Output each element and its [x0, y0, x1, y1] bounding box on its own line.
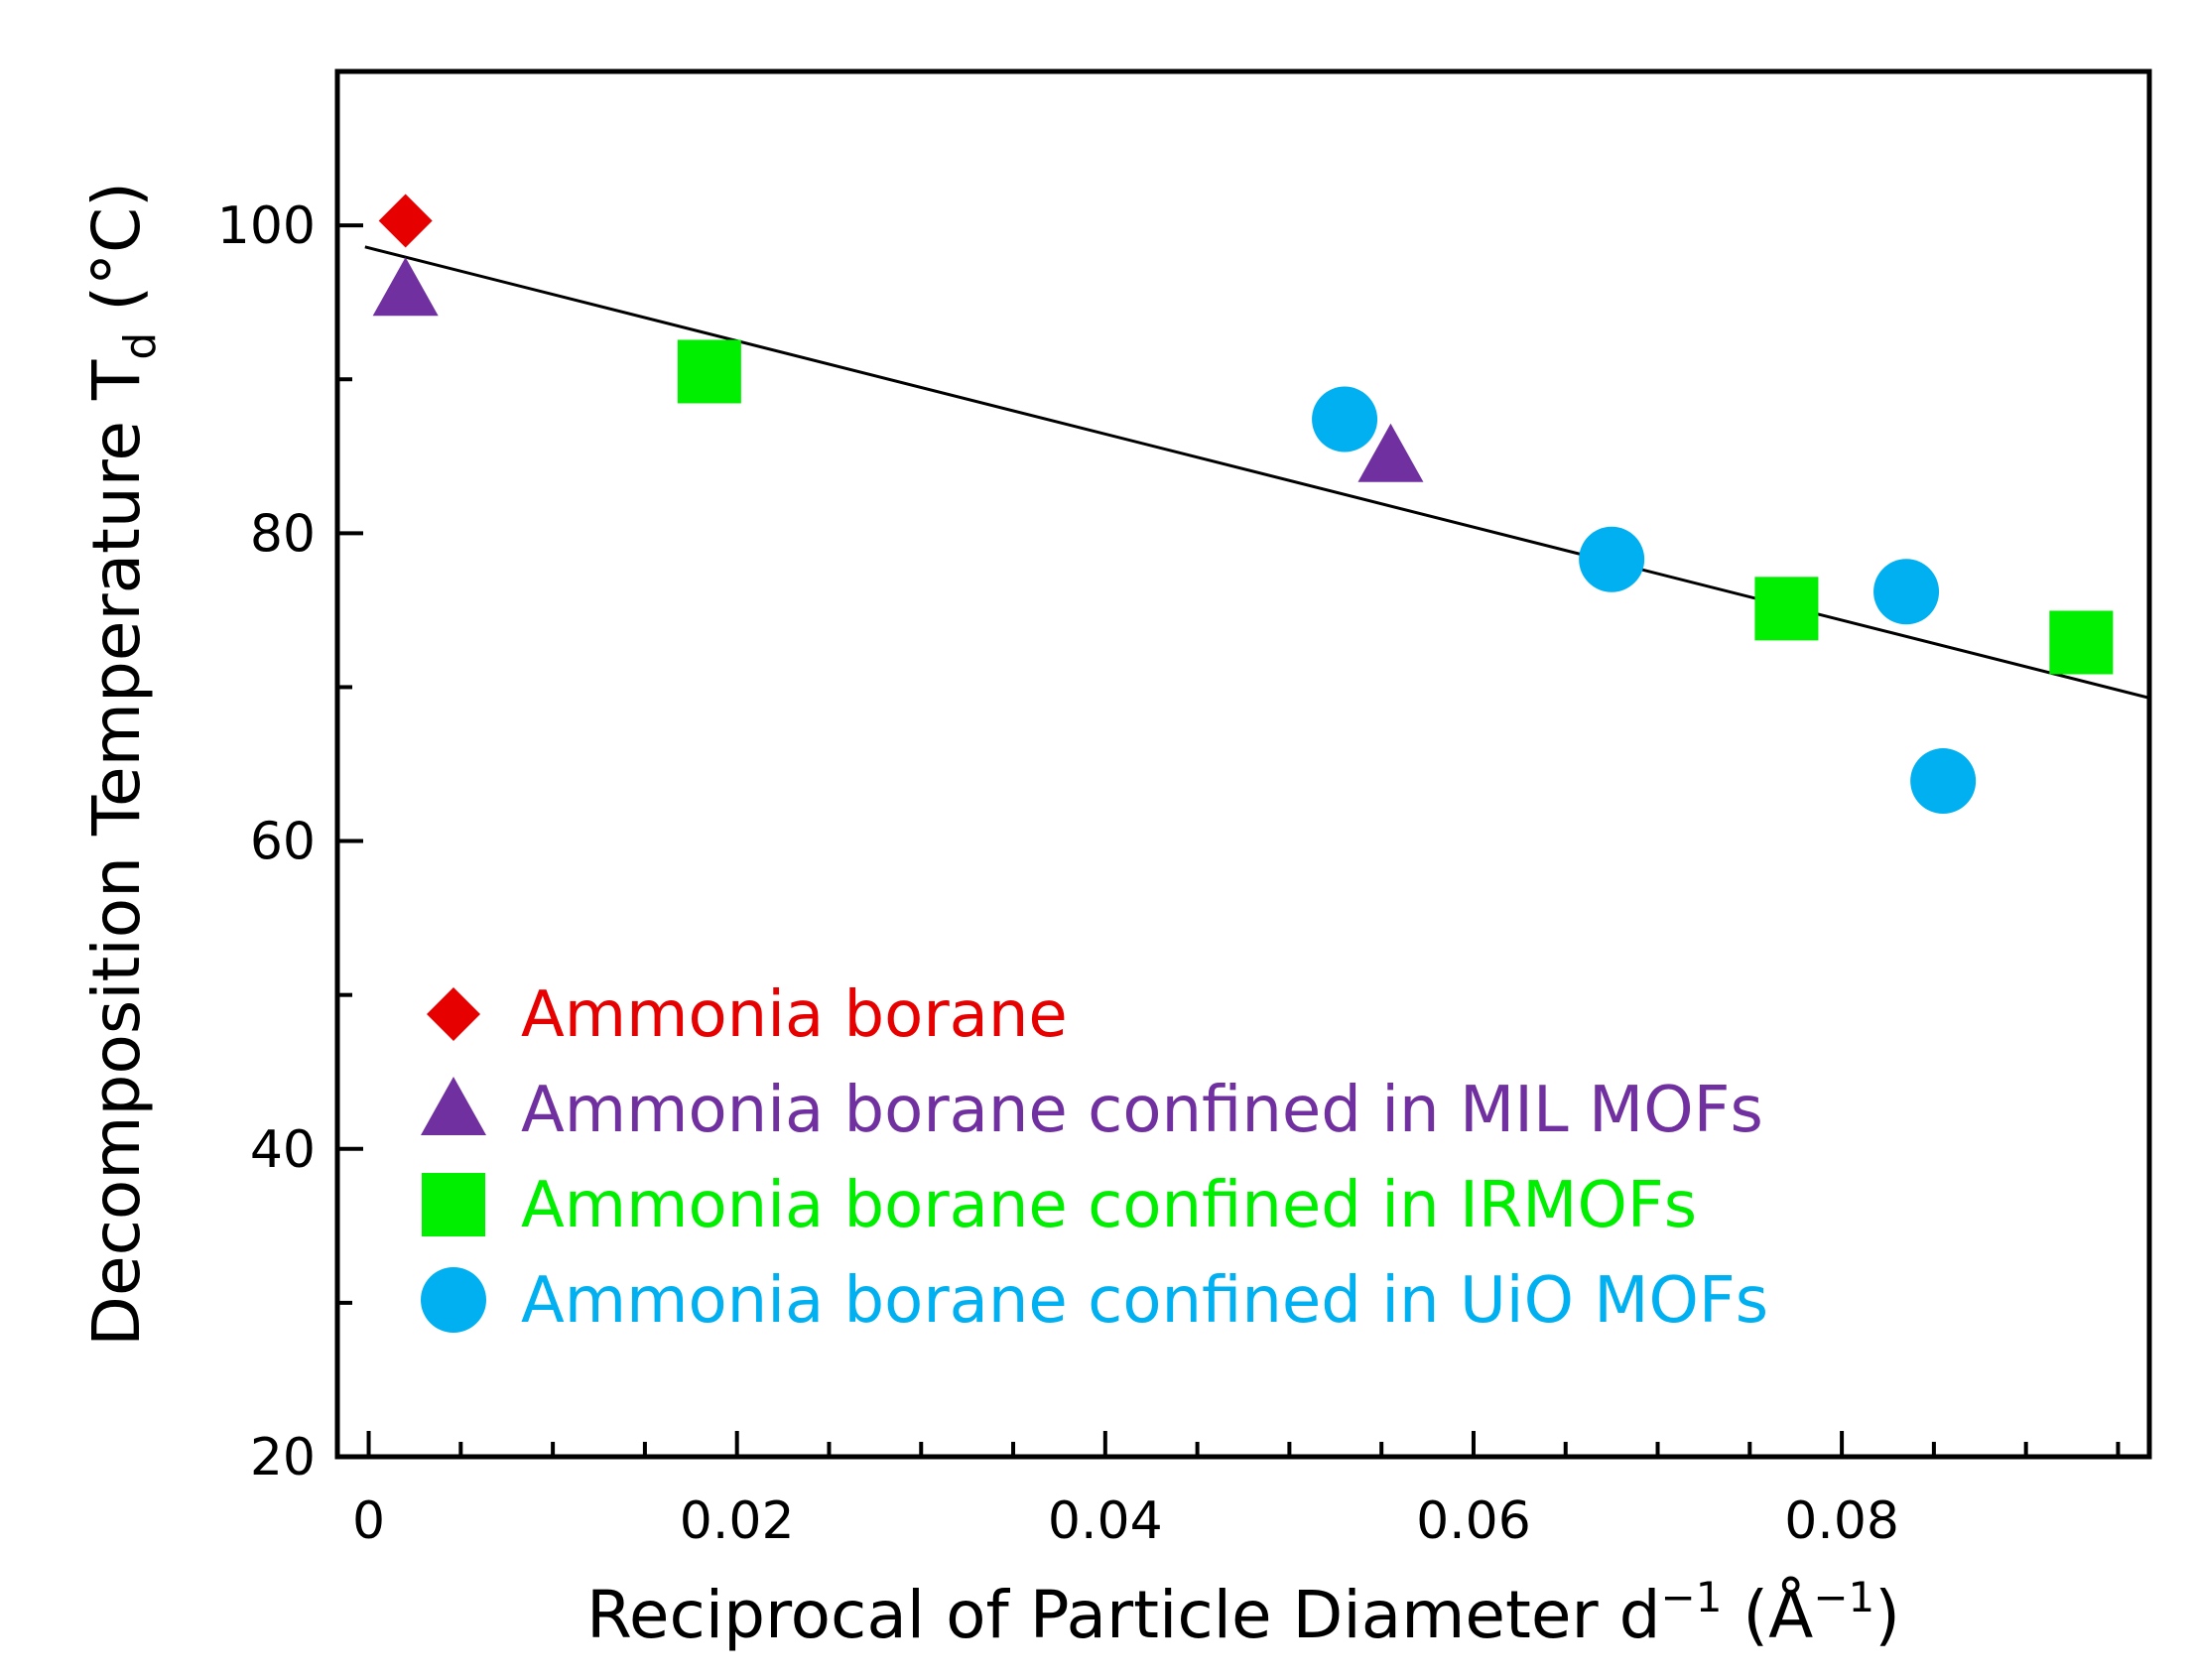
x-tick-label: 0 — [352, 1491, 385, 1551]
y-tick-label: 100 — [217, 196, 316, 256]
circle-data-point — [1910, 748, 1977, 815]
x-axis-title: Reciprocal of Particle Diameter d−1 (Å−1… — [586, 1573, 1900, 1653]
circle-data-point — [1312, 386, 1378, 452]
legend-diamond-marker — [427, 987, 480, 1041]
x-tick-label: 0.08 — [1784, 1491, 1899, 1551]
legend-label: Ammonia borane confined in UiO MOFs — [521, 1264, 1768, 1338]
y-tick-label: 60 — [250, 813, 316, 872]
plot-frame — [334, 68, 2152, 1460]
axis-ticks — [337, 69, 2121, 1459]
legend-square-marker — [422, 1173, 485, 1236]
legend-label: Ammonia borane confined in IRMOFs — [521, 1169, 1697, 1242]
x-tick-label: 0.02 — [680, 1491, 795, 1551]
square-data-point — [1754, 577, 1819, 641]
axis-tick-labels: 0 0.02 0.04 0.06 0.08 20 40 60 80 100 — [217, 196, 1899, 1551]
linear-fit-line — [364, 245, 2150, 700]
legend-label: Ammonia borane confined in MIL MOFs — [521, 1074, 1763, 1147]
y-tick-label: 40 — [250, 1120, 316, 1180]
legend-circle-marker — [421, 1267, 486, 1333]
square-data-point — [677, 339, 741, 404]
triangle-data-point — [1357, 423, 1424, 482]
legend-label: Ammonia borane — [521, 978, 1068, 1052]
y-axis-title: Decomposition Temperature Td (°C) — [78, 182, 166, 1347]
y-tick-label: 80 — [250, 504, 316, 564]
legend: Ammonia borane Ammonia borane confined in… — [421, 978, 1768, 1338]
triangle-data-point — [372, 257, 439, 317]
x-tick-label: 0.04 — [1048, 1491, 1163, 1551]
data-points — [372, 194, 2114, 815]
legend-triangle-marker — [421, 1077, 486, 1135]
x-tick-label: 0.06 — [1416, 1491, 1531, 1551]
square-data-point — [2049, 610, 2114, 675]
circle-data-point — [1579, 526, 1645, 592]
diamond-data-point — [378, 194, 433, 248]
circle-data-point — [1873, 559, 1940, 625]
y-tick-label: 20 — [250, 1428, 316, 1487]
